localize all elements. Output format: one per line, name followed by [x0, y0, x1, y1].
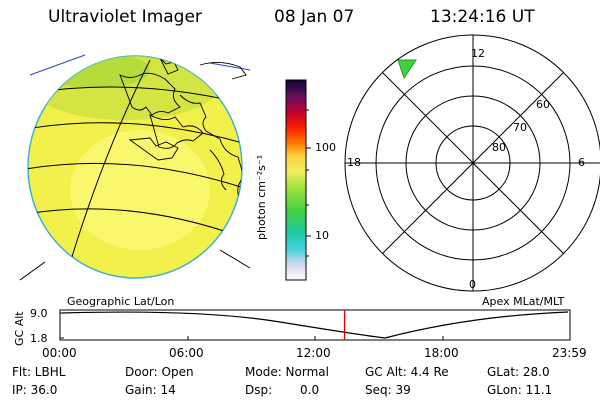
instrument-title: Ultraviolet Imager: [48, 7, 202, 27]
geographic-caption: Geographic Lat/Lon: [67, 295, 175, 308]
apex-caption: Apex MLat/MLT: [482, 295, 565, 308]
filter-status: Flt: LBHL: [12, 365, 66, 379]
alt-bottom-tick: 1.8: [30, 332, 48, 345]
globe-image: [19, 54, 251, 281]
gc-alt-status: GC Alt: 4.4 Re: [365, 365, 449, 379]
seq-status: Seq: 39: [365, 383, 411, 397]
x-tick-1: 06:00: [169, 346, 204, 360]
x-tick-4: 23:59: [552, 346, 587, 360]
polar-plot: [344, 34, 600, 292]
gain-status: Gain: 14: [125, 383, 176, 397]
x-tick-0: 00:00: [42, 346, 77, 360]
mode-status: Mode: Normal: [245, 365, 329, 379]
time-label: 13:24:16 UT: [430, 7, 535, 27]
mlt-0-label: 0: [469, 278, 476, 291]
color-bar: [285, 79, 311, 281]
lat-70-label: 70: [513, 121, 527, 134]
colorbar-tick-10: 10: [315, 229, 329, 242]
alt-top-tick: 9.0: [30, 307, 48, 320]
mlt-18-label: 18: [347, 156, 361, 169]
dsp-status: Dsp:: [245, 383, 273, 397]
mlt-12-label: 12: [471, 47, 485, 60]
gc-alt-axis-label: GC Alt: [13, 311, 26, 346]
glat-status: GLat: 28.0: [487, 365, 550, 379]
altitude-timeline: [59, 309, 571, 341]
mlt-6-label: 6: [578, 156, 585, 169]
ip-status: IP: 36.0: [12, 383, 58, 397]
lat-80-label: 80: [492, 141, 506, 154]
dsp-value: 0.0: [300, 383, 320, 397]
x-tick-3: 18:00: [424, 346, 459, 360]
lat-60-label: 60: [536, 98, 550, 111]
glon-status: GLon: 11.1: [487, 383, 553, 397]
colorbar-unit-label: photon cm⁻²s⁻¹: [255, 154, 268, 240]
colorbar-tick-100: 100: [315, 141, 336, 154]
date-label: 08 Jan 07: [274, 7, 355, 27]
door-status: Door: Open: [125, 365, 194, 379]
x-tick-2: 12:00: [296, 346, 331, 360]
